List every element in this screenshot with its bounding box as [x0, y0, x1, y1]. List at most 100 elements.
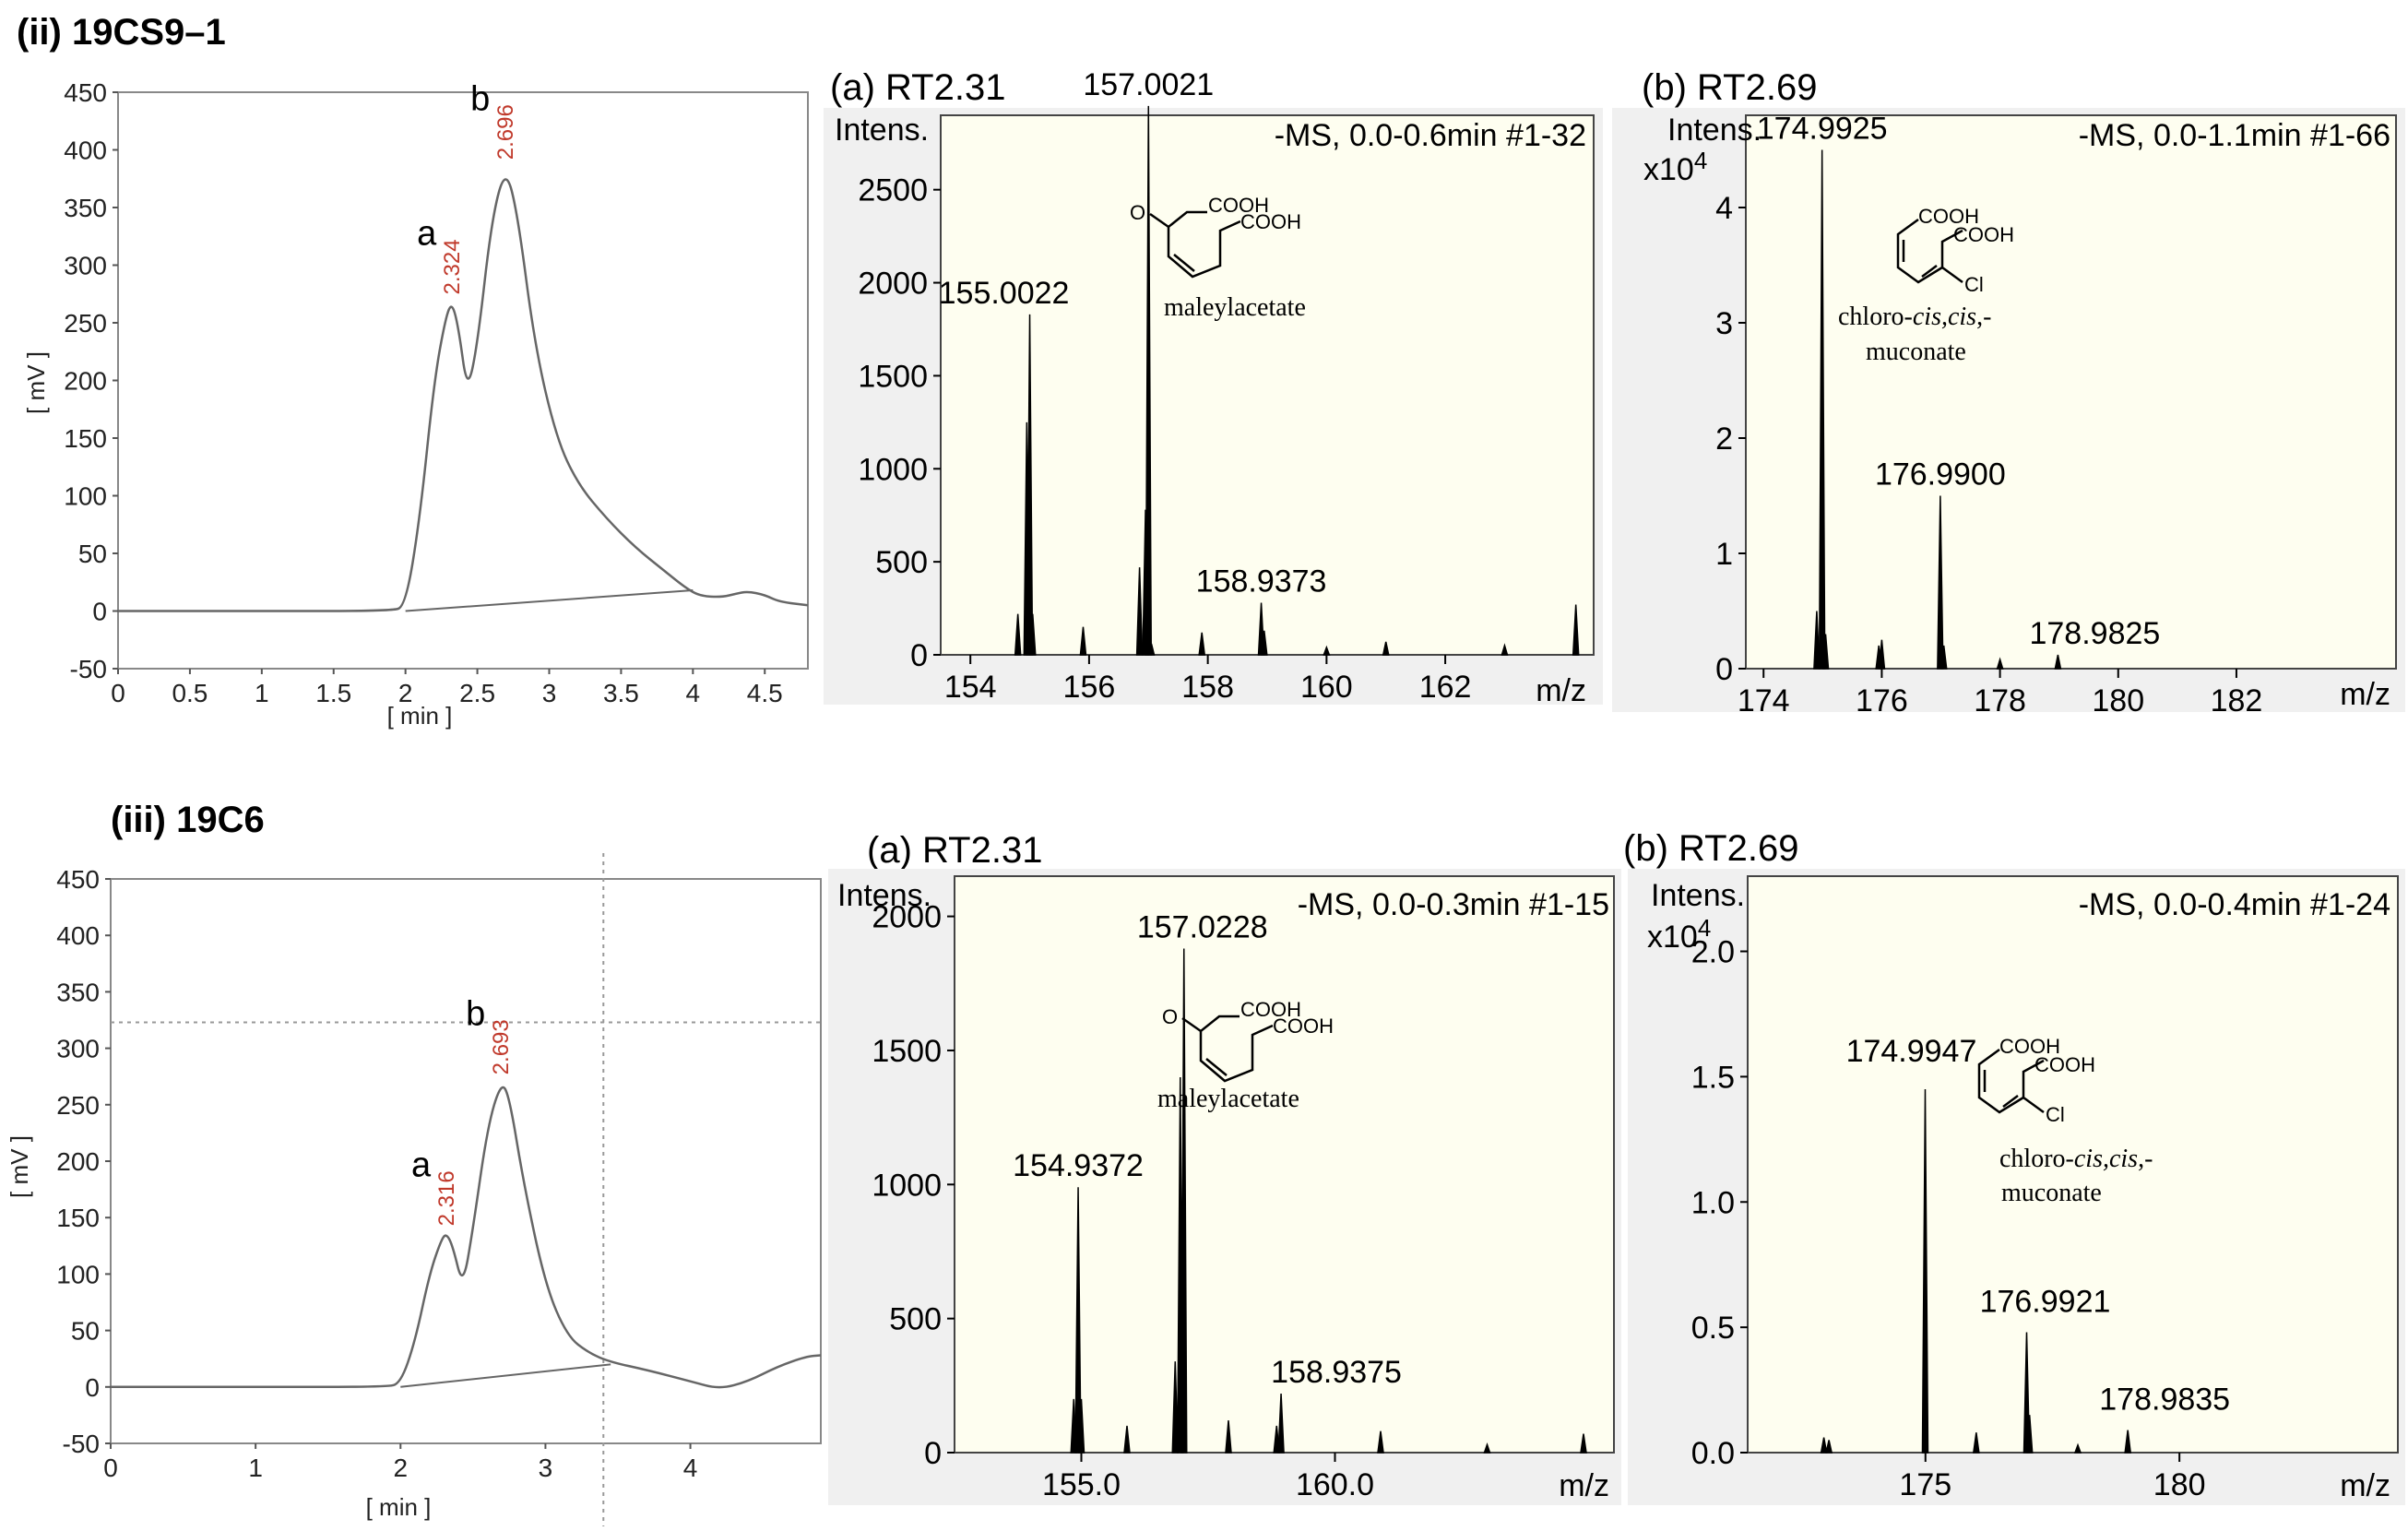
cooh-group-2: COOH	[1240, 210, 1301, 233]
ms-peak	[1939, 645, 1948, 670]
mz-label: m/z	[1536, 673, 1586, 708]
y-tick-label: 1	[1715, 537, 1733, 572]
ms-peak	[1180, 948, 1188, 1454]
y-tick-label: 350	[56, 978, 100, 1006]
y-tick-label: 100	[56, 1260, 100, 1288]
ms-peak	[1483, 1442, 1491, 1454]
ms-peak	[1147, 643, 1156, 656]
x-tick-label: 1	[255, 679, 269, 707]
y-tick-label: 0	[92, 598, 107, 626]
compound-suffix: ,-	[2138, 1145, 2153, 1173]
peak-label-155: 155.0022	[939, 276, 1070, 311]
ms-peak	[1825, 1440, 1833, 1454]
y-tick-label: 500	[875, 545, 928, 580]
chromatogram-frame	[110, 878, 822, 1444]
x-tick-label: 156	[1063, 670, 1116, 705]
compound-italic: cis,cis	[2074, 1145, 2138, 1173]
y-tick-label: 300	[56, 1035, 100, 1063]
x-tick-label: 0.5	[172, 679, 208, 707]
peak-label-159: 158.9375	[1271, 1355, 1402, 1390]
peak-label-179: 178.9825	[2029, 616, 2160, 651]
spectrum-title: (a) RT2.31	[867, 830, 1042, 871]
ms-peak	[1277, 1394, 1285, 1454]
x-tick-label: 178	[1974, 683, 2026, 718]
peak-a-letter: a	[411, 1145, 432, 1184]
y-tick-label: 1.0	[1691, 1185, 1735, 1220]
peak-b-rt-label: 2.696	[493, 104, 518, 160]
chlorine-atom: Cl	[2046, 1103, 2065, 1126]
x-tick-label: 175	[1899, 1467, 1951, 1502]
y-tick-label: 2000	[872, 900, 942, 935]
y-tick-label: 350	[64, 194, 107, 222]
chromatogram-trace	[110, 1086, 822, 1389]
cooh-group-2: COOH	[2034, 1053, 2095, 1076]
ms-peak	[1921, 1088, 1929, 1454]
chloromuconate-bonds	[1977, 1048, 2045, 1114]
ms-peak	[1878, 639, 1886, 670]
ms-peak	[1079, 626, 1087, 656]
intens-label: Intens.	[835, 113, 929, 148]
cooh-group-1: COOH	[1918, 205, 1979, 228]
compound-prefix: chloro-	[1838, 303, 1913, 331]
y-tick-label: 450	[56, 865, 100, 894]
mz-label: m/z	[2340, 677, 2390, 712]
compound-name: maleylacetate	[1164, 293, 1306, 322]
double-bonds	[1983, 1070, 2019, 1108]
ms-peak	[1135, 567, 1144, 656]
y-tick-label: -50	[70, 655, 107, 683]
peak-label-157: 157.0021	[1083, 67, 1214, 102]
chloromuconate-structure: COOH COOH Cl	[1896, 205, 2014, 296]
x-tick-label: 174	[1738, 683, 1790, 718]
scan-label: -MS, 0.0-1.1min #1-66	[2079, 118, 2390, 153]
x-tick-label: 4.5	[747, 679, 783, 707]
y-tick-label: 0	[85, 1373, 100, 1402]
ms-peak	[1260, 630, 1268, 656]
y-tick-label: 1000	[858, 452, 928, 487]
x-tick-label: 158	[1181, 670, 1234, 705]
peak-a-letter: a	[417, 215, 437, 254]
maleylacetate-structure: O COOH COOH	[1162, 998, 1334, 1083]
y-tick-label: 250	[56, 1091, 100, 1120]
ms-peak	[1014, 613, 1022, 656]
x-tick-label: 1	[248, 1454, 263, 1482]
section-title-ii: (ii) 19CS9–1	[17, 12, 226, 53]
peak-a-rt-label: 2.316	[434, 1170, 459, 1226]
chromatogram-baseline	[405, 589, 694, 612]
maleylacetate-structure: O COOH COOH	[1130, 194, 1301, 279]
ms-peak	[1323, 645, 1331, 656]
peak-b-letter: b	[466, 994, 485, 1033]
x-tick-label: 180	[2153, 1467, 2206, 1502]
scale-exponent: 4	[1698, 914, 1711, 942]
spectrum-title: (b) RT2.69	[1642, 67, 1817, 108]
x-tick-label: 3	[539, 1454, 553, 1482]
scan-label: -MS, 0.0-0.6min #1-32	[1275, 118, 1586, 153]
oxygen-atom: O	[1130, 201, 1145, 224]
x-tick-label: 4	[683, 1454, 698, 1482]
x-tick-label: 160.0	[1296, 1467, 1374, 1502]
y-tick-label: 4	[1715, 191, 1733, 226]
maleylacetate-bonds	[1181, 1015, 1274, 1083]
spectrum-plot-area	[940, 114, 1595, 656]
ms-peak	[2025, 1415, 2034, 1454]
cooh-group-2: COOH	[1953, 223, 2014, 246]
ms-peak	[2073, 1442, 2082, 1454]
spectrum-plot-area	[1747, 875, 2399, 1454]
ms-peak	[1580, 1433, 1587, 1454]
x-tick-label: 182	[2211, 683, 2263, 718]
double-bond	[1205, 1058, 1228, 1076]
compound-suffix: ,-	[1976, 303, 1991, 331]
section-title-iii: (iii) 19C6	[111, 800, 265, 840]
ms-peak	[1123, 1425, 1131, 1454]
x-tick-label: 1.5	[315, 679, 351, 707]
ms-peak	[1382, 641, 1390, 656]
chlorine-atom: Cl	[1964, 273, 1984, 296]
y-tick-label: 500	[889, 1302, 942, 1337]
scan-label: -MS, 0.0-0.3min #1-15	[1298, 887, 1609, 922]
ms-peak	[1818, 149, 1826, 670]
chromatogram-frame	[117, 91, 809, 670]
chromatogram-baseline	[400, 1363, 611, 1388]
scan-label: -MS, 0.0-0.4min #1-24	[2079, 887, 2390, 922]
peak-label-175: 174.9947	[1846, 1034, 1977, 1069]
ms-peak	[2054, 654, 2062, 670]
